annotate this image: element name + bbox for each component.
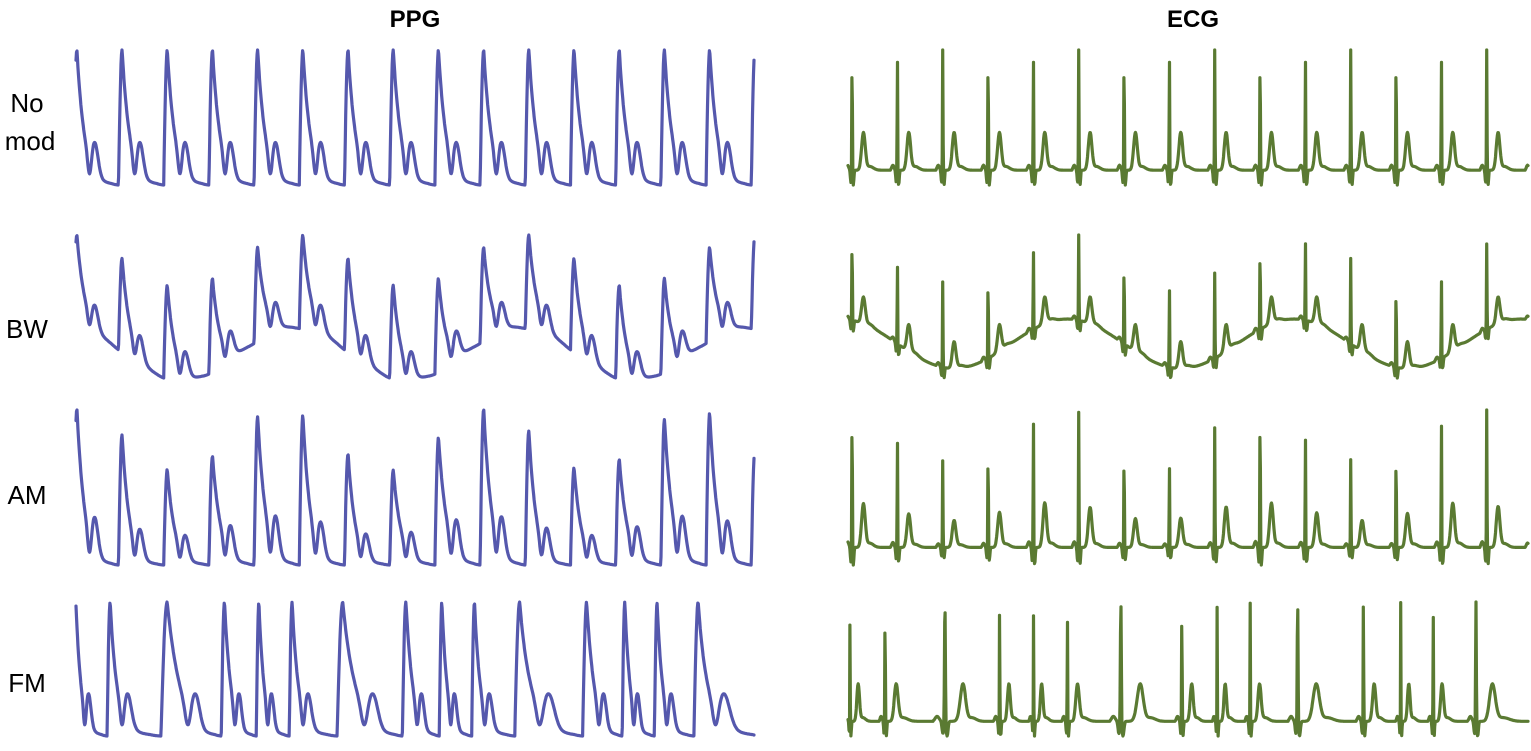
row-label-bw: BW <box>6 314 48 344</box>
column-title-ecg: ECG <box>1167 6 1219 33</box>
ppg-trace-am <box>74 408 756 567</box>
ecg-trace-fm <box>846 600 1530 738</box>
ecg-trace-bw <box>846 233 1530 380</box>
row-label-am: AM <box>8 480 47 510</box>
traces-group <box>74 48 1530 738</box>
ecg-trace-none <box>846 48 1530 187</box>
row-label-no-mod-line1: No <box>10 88 43 118</box>
ppg-trace-fm <box>74 600 756 738</box>
ecg-trace-am <box>846 408 1530 567</box>
ppg-trace-bw <box>74 233 756 380</box>
ppg-trace-none <box>74 48 756 187</box>
column-title-ppg: PPG <box>390 6 441 33</box>
row-label-fm: FM <box>8 668 46 698</box>
row-label-no-mod-line2: mod <box>5 126 56 156</box>
